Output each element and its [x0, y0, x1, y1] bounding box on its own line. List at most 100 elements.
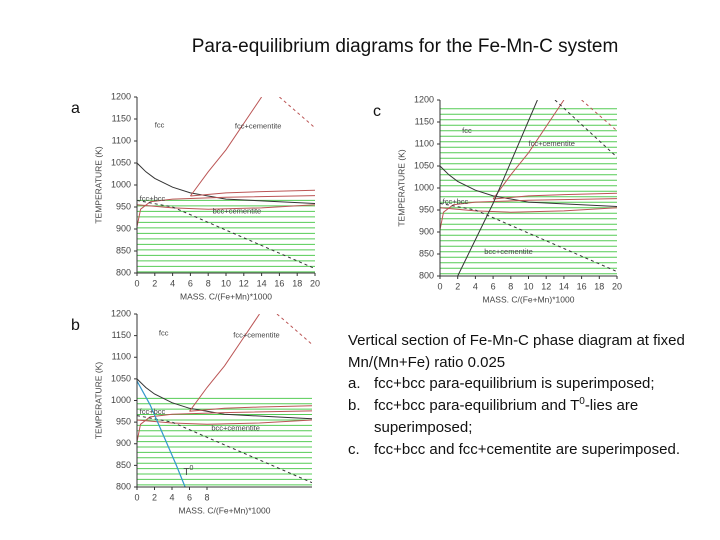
note-label: a.	[348, 375, 361, 393]
note-sup: 0	[579, 396, 585, 408]
notes: Vertical section of Fe-Mn-C phase diagra…	[348, 330, 700, 460]
phase-boundary	[189, 314, 260, 412]
y-tick-label: 1200	[111, 308, 131, 318]
x-axis-label: MASS. C/(Fe+Mn)*1000	[180, 291, 272, 301]
y-tick-label: 900	[419, 226, 434, 236]
y-tick-label: 800	[116, 481, 131, 491]
y-tick-label: 1100	[415, 138, 434, 148]
panel-letter: c	[373, 103, 381, 120]
x-tick-label: 10	[221, 278, 231, 288]
y-tick-label: 800	[419, 270, 434, 280]
y-tick-label: 950	[419, 204, 434, 214]
y-tick-label: 1200	[111, 91, 131, 101]
region-label: fcc+cementite	[529, 139, 575, 148]
fcc-cementite-line	[457, 100, 538, 276]
note-text: fcc+bcc para-equilibrium and T	[374, 397, 580, 415]
x-tick-label: 4	[473, 281, 478, 291]
note-text: fcc+bcc para-equilibrium is superimposed…	[374, 375, 655, 393]
y-tick-label: 900	[116, 438, 131, 448]
y-tick-label: 1050	[111, 373, 131, 383]
phase-boundary	[137, 415, 312, 484]
region-label: bcc+cementite	[213, 206, 262, 215]
y-tick-label: 950	[116, 417, 131, 427]
y-tick-label: 950	[116, 201, 131, 211]
phase-boundary	[137, 199, 315, 270]
t0-base: T	[183, 467, 189, 478]
plot-area	[137, 97, 315, 273]
x-tick-label: 4	[170, 278, 175, 288]
t0-label: T0	[183, 465, 193, 478]
region-label: bcc+cementite	[211, 424, 260, 433]
y-tick-label: 850	[419, 248, 434, 258]
y-axis-label: TEMPERATURE (K)	[93, 146, 103, 223]
x-tick-label: 18	[594, 281, 604, 291]
x-tick-label: 6	[491, 281, 496, 291]
y-tick-label: 1150	[112, 113, 131, 123]
phase-boundary	[137, 195, 315, 227]
t0-line	[137, 380, 186, 487]
phase-boundary	[440, 165, 617, 207]
x-tick-label: 2	[152, 278, 157, 288]
fcc-cementite-line	[554, 100, 617, 158]
region-label: fcc+bcc	[443, 197, 469, 206]
y-axis-label: TEMPERATURE (K)	[396, 149, 406, 226]
x-tick-label: 0	[134, 278, 139, 288]
phase-boundary	[137, 204, 315, 210]
x-tick-label: 6	[187, 492, 192, 502]
region-label: fcc	[159, 328, 169, 337]
x-axis-label: MASS. C/(Fe+Mn)*1000	[483, 294, 575, 304]
phase-boundary	[493, 192, 617, 200]
note-item: c. fcc+bcc and fcc+cementite are superimp…	[348, 439, 700, 461]
x-tick-label: 14	[257, 278, 267, 288]
phase-boundary	[137, 162, 315, 204]
y-tick-label: 1150	[112, 330, 131, 340]
y-tick-label: 1000	[111, 395, 131, 405]
phase-boundary	[137, 419, 312, 425]
slide-title: Para-equilibrium diagrams for the Fe-Mn-…	[191, 36, 619, 57]
x-tick-label: 0	[134, 492, 139, 502]
phase-boundary	[137, 410, 312, 442]
region-label: fcc+bcc	[140, 407, 166, 416]
phase-boundary	[440, 198, 617, 230]
x-tick-label: 16	[274, 278, 284, 288]
panel-letter: a	[71, 100, 80, 117]
x-tick-label: 18	[292, 278, 302, 288]
phase-boundary	[440, 202, 617, 273]
phase-boundary	[189, 97, 263, 197]
phase-boundary	[189, 405, 312, 412]
y-tick-label: 850	[116, 460, 131, 470]
plot-area	[137, 314, 312, 487]
y-tick-label: 800	[116, 267, 131, 277]
x-tick-label: 8	[206, 278, 211, 288]
x-tick-label: 12	[541, 281, 551, 291]
x-tick-label: 20	[612, 281, 622, 291]
x-tick-label: 16	[577, 281, 587, 291]
y-tick-label: 1050	[111, 157, 131, 167]
y-tick-label: 1000	[414, 182, 434, 192]
y-tick-label: 1100	[112, 352, 131, 362]
phase-boundary	[137, 378, 312, 420]
x-tick-label: 20	[310, 278, 320, 288]
y-axis-label: TEMPERATURE (K)	[93, 362, 103, 439]
phase-boundary	[440, 207, 617, 213]
x-tick-label: 2	[152, 492, 157, 502]
region-label: fcc	[155, 121, 165, 130]
x-tick-label: 2	[455, 281, 460, 291]
t0-sup: 0	[189, 465, 193, 472]
x-tick-label: 0	[437, 281, 442, 291]
y-tick-label: 1200	[414, 94, 434, 104]
region-label: bcc+cementite	[484, 247, 533, 256]
phase-boundary	[276, 314, 312, 345]
region-label: fcc	[462, 126, 472, 135]
phase-boundary	[190, 189, 315, 197]
note-label: b.	[348, 397, 361, 415]
note-item: a. fcc+bcc para-equilibrium is superimpos…	[348, 373, 700, 395]
x-axis-label: MASS. C/(Fe+Mn)*1000	[179, 505, 271, 515]
y-tick-label: 900	[116, 223, 131, 233]
note-item: b. fcc+bcc para-equilibrium and T0-lies a…	[348, 395, 700, 438]
x-tick-label: 4	[169, 492, 174, 502]
note-text: fcc+bcc and fcc+cementite are superimpos…	[374, 440, 680, 458]
